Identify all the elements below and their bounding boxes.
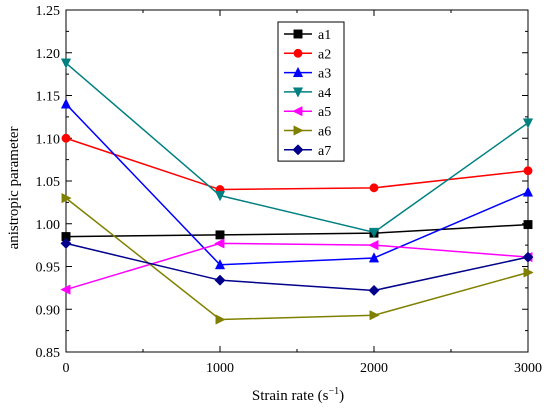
y-axis-label: anistropic parameter <box>6 127 22 250</box>
data-point-a3 <box>214 259 226 270</box>
series-line-a1 <box>65 223 529 238</box>
x-tick-label: 1000 <box>206 361 234 376</box>
legend-label: a7 <box>318 144 331 159</box>
x-axis-label-text: Strain rate (s <box>252 388 329 404</box>
series-line-a4 <box>65 62 529 234</box>
data-point-a4 <box>214 191 226 202</box>
series-line-a2 <box>65 137 529 191</box>
legend-item-a3: a3 <box>284 67 331 82</box>
series-a7 <box>60 237 534 296</box>
y-tick-label: 1.15 <box>36 90 61 105</box>
legend-marker <box>292 144 304 156</box>
legend-item-a6: a6 <box>284 125 331 140</box>
data-point-a6 <box>61 192 72 204</box>
data-point-a7 <box>368 284 380 296</box>
legend-item-a5: a5 <box>284 105 331 120</box>
y-tick-label: 1.10 <box>36 132 61 147</box>
series-a4 <box>60 58 534 239</box>
data-point-a2 <box>523 166 533 176</box>
legend-label: a2 <box>318 47 331 62</box>
y-tick-label: 1.00 <box>36 218 61 233</box>
data-point-a2 <box>369 183 379 193</box>
data-point-a6 <box>523 267 534 278</box>
legend-marker <box>292 106 303 117</box>
data-point-a7 <box>214 274 226 286</box>
data-point-a6 <box>369 310 380 321</box>
legend-item-a7: a7 <box>284 144 331 159</box>
y-tick-label: 1.20 <box>36 47 61 62</box>
legend-label: a1 <box>318 28 331 43</box>
legend-item-a1: a1 <box>284 28 331 43</box>
series-a6 <box>61 192 534 325</box>
legend-label: a6 <box>318 125 331 140</box>
series-a1 <box>61 220 533 242</box>
x-axis-label: Strain rate (s−1) <box>252 386 344 404</box>
series-line-a6 <box>65 197 529 321</box>
y-tick-label: 1.05 <box>36 175 61 190</box>
data-point-a4 <box>60 58 72 69</box>
y-tick-label: 1.25 <box>36 4 61 19</box>
legend-marker <box>293 48 303 58</box>
x-tick-label: 0 <box>63 361 70 376</box>
series-line-a3 <box>65 103 529 266</box>
legend-label: a5 <box>318 105 331 120</box>
x-tick-label: 2000 <box>360 361 388 376</box>
legend-item-a4: a4 <box>284 86 331 101</box>
legend: a1 a2 a3 a4 a5 a6 a7 <box>277 21 345 162</box>
series-line-a7 <box>65 242 529 292</box>
data-point-a5 <box>214 238 225 249</box>
x-axis-label-close: ) <box>339 388 344 404</box>
y-tick-label: 0.90 <box>36 303 61 318</box>
legend-marker <box>292 87 304 98</box>
data-point-a5 <box>368 240 379 251</box>
y-tick-label: 0.85 <box>36 346 61 361</box>
data-point-a6 <box>215 314 226 325</box>
series-line-a5 <box>65 242 529 291</box>
legend-label: a4 <box>318 86 331 101</box>
data-point-a3 <box>368 252 380 263</box>
data-point-a7 <box>522 251 534 263</box>
legend-marker <box>293 125 304 136</box>
legend-marker <box>292 66 304 78</box>
data-point-a7 <box>60 237 72 249</box>
data-point-a3 <box>60 98 72 109</box>
x-tick-label: 3000 <box>514 361 542 376</box>
legend-label: a3 <box>318 67 331 82</box>
y-tick-label: 0.95 <box>36 261 61 276</box>
plot-series <box>60 58 534 325</box>
x-axis-label-superscript: −1 <box>329 386 340 397</box>
legend-item-a2: a2 <box>284 47 331 62</box>
data-point-a4 <box>522 118 534 129</box>
data-point-a3 <box>522 186 534 197</box>
legend-marker <box>293 29 303 39</box>
series-a3 <box>60 98 534 270</box>
data-point-a1 <box>523 220 533 230</box>
data-point-a1 <box>215 230 225 240</box>
data-point-a5 <box>60 284 71 295</box>
data-point-a2 <box>61 133 71 143</box>
axes: 0.85 0.90 0.95 1.00 1.05 1.10 1.15 1.20 1.25 0 100… <box>36 4 543 376</box>
data-point-a4 <box>368 227 380 239</box>
